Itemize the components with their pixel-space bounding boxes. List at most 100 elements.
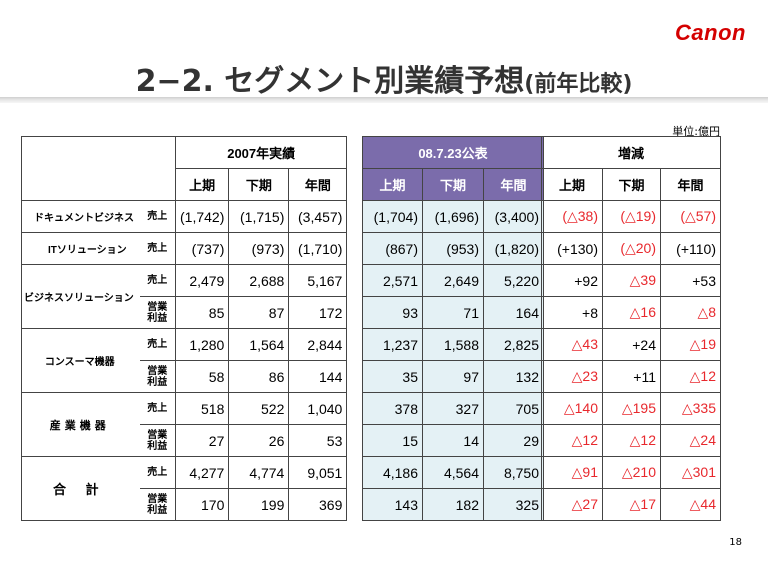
item-line2: 利益	[147, 440, 168, 452]
change-cell: (△57)	[660, 200, 721, 233]
header-year: 年間	[483, 168, 544, 201]
change-cell: (+130)	[541, 232, 603, 265]
value-cell: 2,479	[174, 264, 230, 297]
value-cell: 5,167	[288, 264, 348, 297]
item-sales: 売上	[139, 328, 176, 361]
value-cell: 325	[483, 488, 544, 521]
value-cell: 2,649	[422, 264, 484, 297]
value-cell: 26	[228, 424, 290, 457]
segment-business-solution: ビジネスソリューション	[21, 264, 140, 329]
value-cell: 1,564	[228, 328, 290, 361]
value-cell: 4,277	[174, 456, 230, 489]
header-h2: 下期	[228, 168, 290, 201]
actual-2007-table: 2007年実績 上期 下期 年間 ドキュメントビジネス 売上 (1,742) (…	[21, 136, 348, 521]
item-line2: 利益	[147, 504, 168, 516]
change-cell: △27	[541, 488, 603, 521]
header-h2: 下期	[422, 168, 484, 201]
change-cell: +53	[660, 264, 721, 297]
change-cell: △91	[541, 456, 603, 489]
header-h1: 上期	[541, 168, 603, 201]
value-cell: (3,457)	[288, 200, 348, 233]
value-cell: 172	[288, 296, 348, 329]
value-cell: 4,186	[362, 456, 423, 489]
change-cell: +11	[602, 360, 661, 393]
canon-logo: Canon	[675, 20, 746, 45]
value-cell: 144	[288, 360, 348, 393]
item-line1: 営業	[147, 429, 168, 441]
value-cell: 164	[483, 296, 544, 329]
change-cell: △301	[660, 456, 721, 489]
value-cell: 35	[362, 360, 423, 393]
change-cell: △12	[541, 424, 603, 457]
title-divider	[0, 97, 768, 103]
value-cell: 71	[422, 296, 484, 329]
change-cell: △12	[660, 360, 721, 393]
page-title: 2−2. セグメント別業績予想(前年比較)	[0, 56, 768, 100]
value-cell: (1,715)	[228, 200, 290, 233]
value-cell: 1,280	[174, 328, 230, 361]
value-cell: 58	[174, 360, 230, 393]
change-cell: △335	[660, 392, 721, 425]
title-main: 2−2. セグメント別業績予想	[135, 64, 525, 99]
item-line2: 利益	[147, 376, 168, 388]
item-operating-profit: 営業 利益	[139, 360, 176, 393]
value-cell: 1,237	[362, 328, 423, 361]
change-cell: (+110)	[660, 232, 721, 265]
change-cell: △43	[541, 328, 603, 361]
value-cell: 132	[483, 360, 544, 393]
value-cell: 2,825	[483, 328, 544, 361]
value-cell: 1,588	[422, 328, 484, 361]
value-cell: 8,750	[483, 456, 544, 489]
value-cell: 1,040	[288, 392, 348, 425]
value-cell: 5,220	[483, 264, 544, 297]
value-cell: (1,696)	[422, 200, 484, 233]
value-cell: (953)	[422, 232, 484, 265]
change-cell: +8	[541, 296, 603, 329]
change-cell: △210	[602, 456, 661, 489]
value-cell: (1,710)	[288, 232, 348, 265]
value-cell: 199	[228, 488, 290, 521]
item-operating-profit: 営業 利益	[139, 424, 176, 457]
item-sales: 売上	[139, 392, 176, 425]
value-cell: 85	[174, 296, 230, 329]
change-cell: +92	[541, 264, 603, 297]
value-cell: 518	[174, 392, 230, 425]
value-cell: 2,571	[362, 264, 423, 297]
value-cell: 705	[483, 392, 544, 425]
segment-total: 合 計	[21, 456, 140, 521]
value-cell: 143	[362, 488, 423, 521]
change-cell: △39	[602, 264, 661, 297]
header-forecast: 08.7.23公表	[362, 136, 544, 169]
item-sales: 売上	[139, 456, 176, 489]
change-cell: (△20)	[602, 232, 661, 265]
segment-industrial: 産業機器	[21, 392, 140, 457]
value-cell: 369	[288, 488, 348, 521]
value-cell: (1,820)	[483, 232, 544, 265]
change-cell: △16	[602, 296, 661, 329]
title-sub: (前年比較)	[524, 72, 633, 97]
header-year: 年間	[288, 168, 348, 201]
value-cell: 14	[422, 424, 484, 457]
value-cell: 29	[483, 424, 544, 457]
value-cell: (867)	[362, 232, 423, 265]
value-cell: 378	[362, 392, 423, 425]
change-cell: △19	[660, 328, 721, 361]
change-table: 増減 上期 下期 年間 (△38) (△19) (△57) (+130) (△20)(…	[541, 136, 721, 521]
header-year: 年間	[660, 168, 721, 201]
value-cell: (973)	[228, 232, 290, 265]
unit-label: 単位:億円	[672, 125, 720, 138]
value-cell: 53	[288, 424, 348, 457]
value-cell: (1,742)	[174, 200, 230, 233]
value-cell: 27	[174, 424, 230, 457]
value-cell: 9,051	[288, 456, 348, 489]
item-line1: 営業	[147, 301, 168, 313]
change-cell: △23	[541, 360, 603, 393]
change-cell: △140	[541, 392, 603, 425]
change-cell: (△38)	[541, 200, 603, 233]
segment-document-business: ドキュメントビジネス	[21, 200, 140, 233]
value-cell: 327	[422, 392, 484, 425]
change-cell: △17	[602, 488, 661, 521]
page-number: 18	[729, 537, 742, 548]
change-cell: △24	[660, 424, 721, 457]
value-cell: 4,774	[228, 456, 290, 489]
